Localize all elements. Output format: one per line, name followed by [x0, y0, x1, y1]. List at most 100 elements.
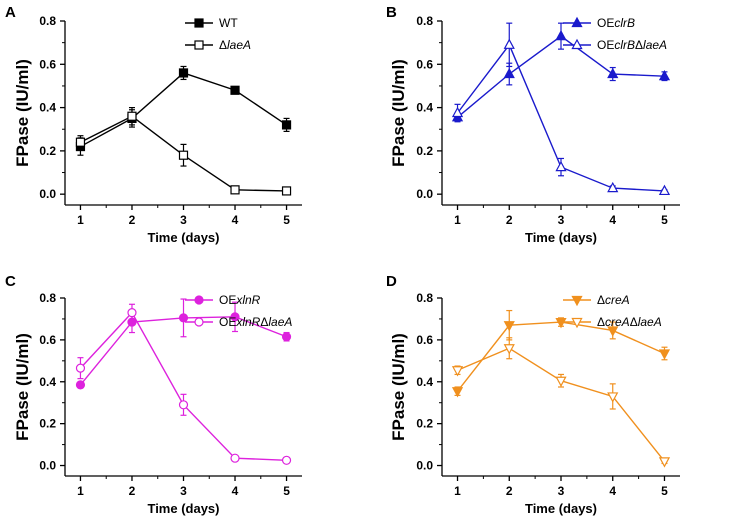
legend-marker — [194, 40, 204, 50]
data-point — [281, 120, 292, 130]
data-point — [503, 38, 515, 49]
legend-marker — [571, 295, 583, 307]
x-tick-label: 1 — [454, 484, 461, 498]
x-tick-label: 3 — [558, 213, 565, 227]
legend-item: OExlnR — [185, 293, 261, 307]
legend-marker — [194, 317, 204, 327]
y-tick-label: 0.8 — [416, 291, 433, 305]
legend-label-part: xlnR — [235, 293, 260, 307]
legend-marker — [571, 38, 583, 50]
y-tick-label: 0.2 — [416, 144, 433, 158]
x-tick-label: 4 — [232, 213, 239, 227]
x-tick-label: 2 — [506, 213, 513, 227]
legend-label-delta: Δ — [260, 315, 268, 329]
series-1 — [75, 303, 292, 465]
legend-label: OEclrB — [597, 16, 635, 30]
y-axis-title: FPase (IU/ml) — [389, 333, 408, 441]
panel-letter: C — [5, 273, 16, 290]
legend-item: ΔcreA — [563, 293, 630, 307]
legend-label-delta: Δ — [635, 38, 643, 52]
x-tick-label: 3 — [180, 213, 187, 227]
data-point — [503, 344, 515, 355]
y-tick-label: 0.2 — [39, 144, 56, 158]
x-tick-label: 3 — [180, 484, 187, 498]
data-point — [658, 457, 671, 468]
panel-c: C 0.0 0.2 0.4 0.6 0.8 1 2 3 4 5 Time (days) FPase (I… — [5, 273, 302, 516]
data-point — [178, 313, 189, 323]
data-point — [658, 69, 671, 81]
y-tick-label: 0.2 — [416, 417, 433, 431]
y-tick-label: 0.8 — [416, 14, 433, 28]
y-axis-title: FPase (IU/ml) — [13, 333, 32, 441]
x-tick-label: 5 — [661, 484, 668, 498]
data-point — [658, 184, 671, 196]
series-1 — [451, 337, 671, 468]
x-tick-label: 5 — [283, 484, 290, 498]
data-point — [451, 366, 464, 377]
data-point — [555, 160, 567, 172]
legend-item: ΔcreAΔlaeA — [563, 315, 662, 329]
legend-label: ΔlaeA — [219, 38, 251, 52]
data-point — [230, 312, 240, 322]
legend-label: OExlnR — [219, 293, 261, 307]
legend-label-part: clrB — [614, 16, 635, 30]
y-tick-label: 0.2 — [39, 417, 56, 431]
x-tick-label: 1 — [77, 213, 84, 227]
legend-label-part: creA — [605, 293, 630, 307]
x-axis-title: Time (days) — [147, 501, 219, 516]
legend-item: WT — [185, 16, 238, 30]
data-point — [658, 349, 671, 360]
panel-d: D 0.0 0.2 0.4 0.6 0.8 1 2 3 4 5 Time (days) FPase (I… — [386, 273, 680, 516]
y-tick-label: 0.0 — [416, 459, 433, 473]
legend-marker — [571, 16, 583, 28]
x-tick-label: 1 — [77, 484, 84, 498]
x-tick-label: 2 — [506, 484, 513, 498]
series-1 — [75, 106, 292, 196]
data-point — [607, 326, 619, 337]
y-tick-label: 0.6 — [416, 57, 433, 71]
legend-item: OEclrB — [563, 16, 635, 30]
data-point — [607, 392, 619, 403]
data-point — [281, 186, 292, 196]
data-point — [555, 376, 567, 387]
data-point — [555, 317, 567, 329]
data-point — [607, 181, 619, 193]
x-axis-title: Time (days) — [525, 230, 597, 245]
y-tick-label: 0.4 — [39, 101, 56, 115]
data-point — [178, 68, 189, 78]
x-tick-label: 5 — [283, 213, 290, 227]
legend-label-part: Δ — [597, 315, 605, 329]
x-tick-label: 5 — [661, 213, 668, 227]
y-tick-label: 0.0 — [39, 187, 56, 201]
y-tick-label: 0.4 — [416, 101, 433, 115]
data-point — [75, 363, 86, 373]
series-line — [457, 347, 666, 462]
legend-label-part: laeA — [227, 38, 251, 52]
y-tick-label: 0.0 — [39, 459, 56, 473]
y-tick-label: 0.4 — [39, 375, 56, 389]
legend-label: ΔcreA — [597, 293, 630, 307]
legend-label-part: WT — [219, 16, 238, 30]
panel-b: B 0.0 0.2 0.4 0.6 0.8 1 2 3 4 5 Time (days) FPase (I… — [386, 4, 680, 245]
series-line — [80, 72, 287, 148]
x-tick-label: 4 — [609, 213, 616, 227]
panel-letter: D — [386, 273, 397, 290]
legend-label-part: OE — [219, 315, 236, 329]
y-tick-label: 0.6 — [39, 57, 56, 71]
data-point — [178, 150, 189, 160]
legend-label: OExlnRΔlaeA — [219, 315, 292, 329]
x-axis-title: Time (days) — [525, 501, 597, 516]
legend-label-part: clrB — [614, 38, 635, 52]
x-axis-title: Time (days) — [147, 230, 219, 245]
legend-label-italic: laeA — [638, 315, 662, 329]
data-point — [451, 106, 464, 118]
legend-marker — [571, 317, 583, 329]
legend-label-part: creA — [605, 315, 630, 329]
x-tick-label: 4 — [609, 484, 616, 498]
data-point — [230, 185, 240, 195]
series-1 — [451, 22, 671, 196]
legend-marker — [194, 295, 204, 305]
legend-label-part: xlnR — [235, 315, 260, 329]
data-point — [281, 332, 292, 342]
